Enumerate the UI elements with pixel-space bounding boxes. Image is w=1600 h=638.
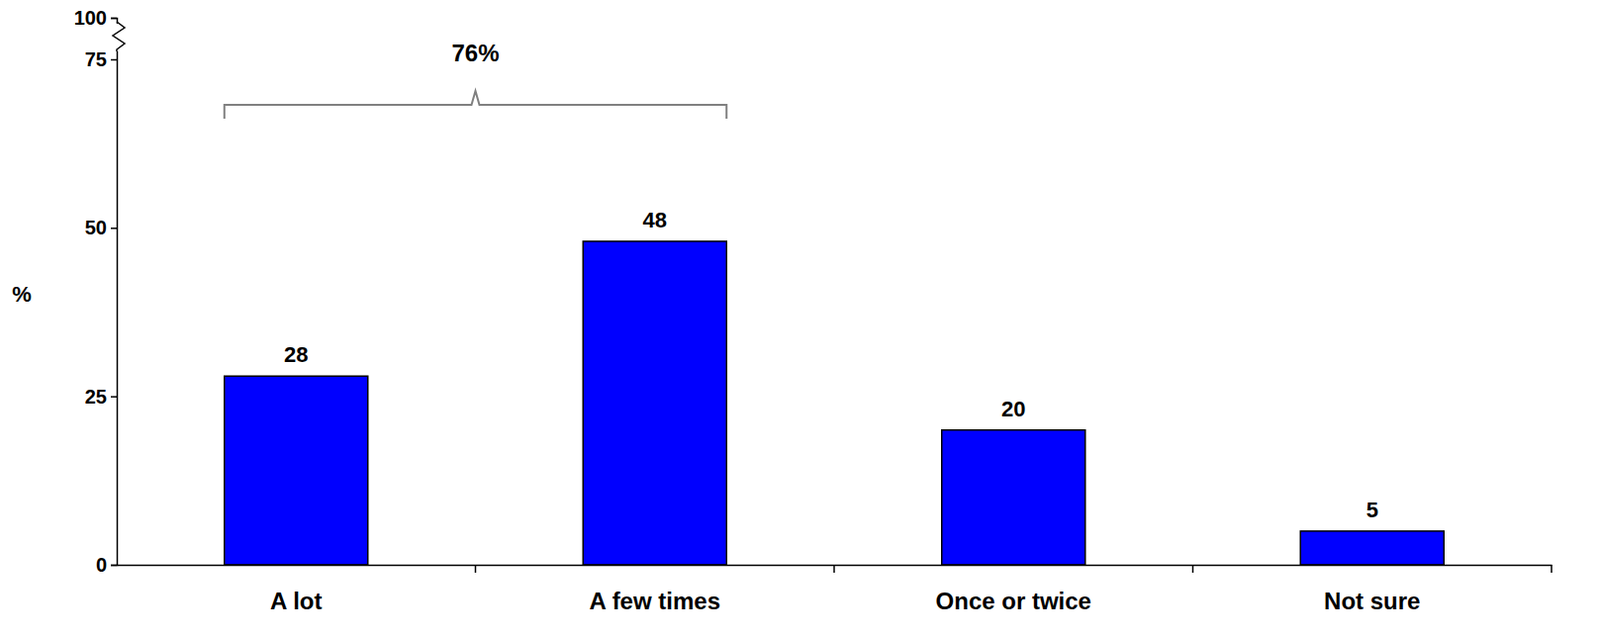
bar — [582, 241, 727, 565]
y-tick: 75 — [85, 48, 117, 71]
category-separator — [474, 564, 477, 573]
y-tick-mark — [110, 17, 117, 20]
y-tick: 25 — [85, 385, 117, 408]
x-tick: A lot — [270, 564, 322, 615]
y-tick-label: 50 — [85, 216, 107, 239]
bar — [224, 376, 369, 565]
y-tick-mark — [110, 564, 117, 567]
y-tick: 50 — [85, 216, 117, 239]
category-separator — [1192, 564, 1195, 573]
category-separator — [1550, 564, 1553, 573]
y-tick-mark — [110, 227, 117, 230]
x-tick-label: Not sure — [1323, 587, 1420, 615]
y-tick-mark — [110, 395, 117, 398]
y-tick-label: 100 — [74, 6, 107, 29]
y-axis-title: % — [11, 282, 32, 307]
axis-break — [112, 21, 125, 52]
annotation: 76% — [451, 39, 499, 67]
y-axis: 0 25 50 75 100 — [74, 6, 118, 576]
annotation-bracket — [224, 91, 728, 119]
y-tick-mark — [110, 59, 117, 62]
x-tick: Once or twice — [936, 564, 1092, 615]
data-labels: 28 48 20 5 — [283, 207, 1379, 523]
y-tick: 100 — [74, 6, 117, 29]
y-tick-label: 0 — [95, 554, 107, 576]
y-axis-line — [110, 18, 118, 566]
category-separator — [833, 564, 836, 573]
y-tick-label: 25 — [85, 385, 107, 408]
data-label: 28 — [283, 342, 308, 368]
x-tick-label: A few times — [589, 587, 721, 615]
bar — [1300, 531, 1444, 565]
x-tick-label: Once or twice — [936, 587, 1092, 615]
data-label: 20 — [1001, 396, 1026, 422]
x-tick-label: A lot — [270, 587, 322, 615]
data-label: 5 — [1366, 497, 1379, 523]
bar — [941, 430, 1086, 565]
bars — [224, 241, 1445, 565]
x-tick: Not sure — [1323, 564, 1420, 615]
data-label: 48 — [643, 207, 667, 233]
y-tick: 0 — [95, 554, 117, 576]
x-axis: A lot A few times Once or twice Not sure — [117, 564, 1553, 615]
y-tick-label: 75 — [85, 48, 107, 71]
chart: 0 25 50 75 100 A lot A few times Once or twice N… — [0, 0, 1600, 638]
x-tick: A few times — [589, 564, 721, 615]
